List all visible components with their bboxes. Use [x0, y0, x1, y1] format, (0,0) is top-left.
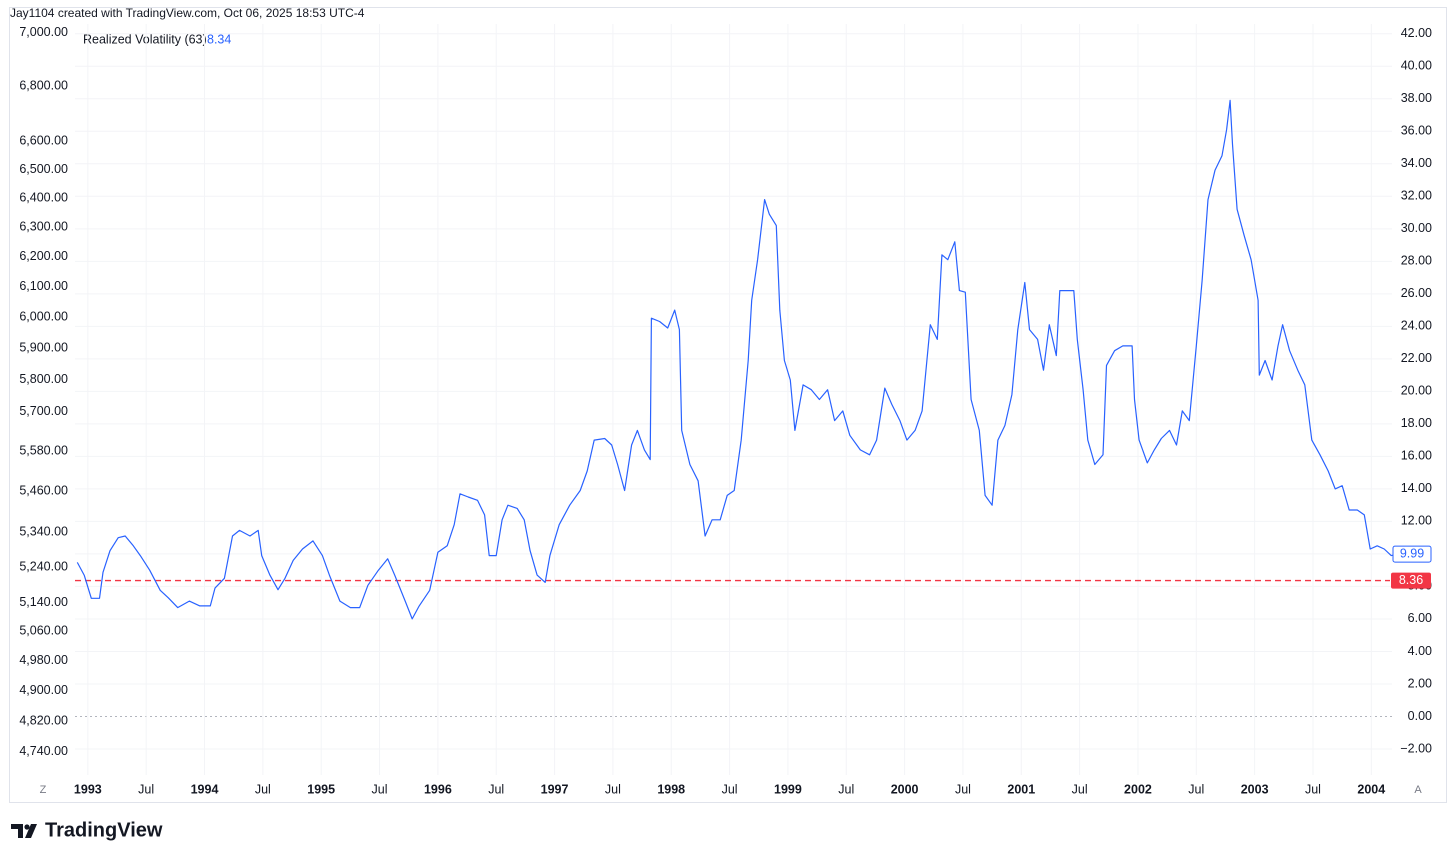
x-tick-label: 2003 — [1241, 782, 1269, 796]
y2-tick-label: 2.00 — [1408, 676, 1432, 690]
y-tick-label: 6,600.00 — [19, 134, 68, 148]
y-tick-label: 4,740.00 — [19, 744, 68, 758]
x-tick-label: Jul — [1305, 782, 1321, 796]
y2-tick-label: 24.00 — [1401, 319, 1432, 333]
x-tick-label: 2004 — [1357, 782, 1385, 796]
reference-badge — [1391, 572, 1431, 589]
y2-tick-label: 32.00 — [1401, 189, 1432, 203]
y-tick-label: 5,800.00 — [19, 372, 68, 386]
y2-tick-label: 4.00 — [1408, 644, 1432, 658]
y2-tick-label: 16.00 — [1401, 449, 1432, 463]
y-tick-label: 5,340.00 — [19, 524, 68, 538]
y2-tick-label: −2.00 — [1400, 741, 1432, 755]
x-tick-label: Jul — [138, 782, 154, 796]
y2-tick-label: 14.00 — [1401, 481, 1432, 495]
y2-tick-label: 30.00 — [1401, 221, 1432, 235]
reference-label: 8.36 — [1399, 573, 1423, 587]
x-tick-label: Jul — [722, 782, 738, 796]
series-line — [76, 99, 1430, 620]
last-value-badge — [1392, 545, 1432, 563]
y-tick-label: 5,240.00 — [19, 559, 68, 573]
y2-tick-label: 42.00 — [1401, 26, 1432, 40]
x-tick-label: 2001 — [1007, 782, 1035, 796]
y-tick-label: 6,800.00 — [19, 79, 68, 93]
y2-tick-label: 18.00 — [1401, 416, 1432, 430]
brand-logo — [11, 824, 37, 838]
x-tick-label: Jul — [1188, 782, 1204, 796]
y2-tick-label: 36.00 — [1401, 124, 1432, 138]
y-tick-label: 6,300.00 — [19, 220, 68, 234]
y-tick-label: 5,580.00 — [19, 443, 68, 457]
y-tick-label: 5,700.00 — [19, 404, 68, 418]
x-tick-label: 1999 — [774, 782, 802, 796]
y-tick-label: 4,900.00 — [19, 683, 68, 697]
x-tick-label: 2000 — [891, 782, 919, 796]
y2-tick-label: 12.00 — [1401, 514, 1432, 528]
x-tick-label: Jul — [488, 782, 504, 796]
y-tick-label: 5,060.00 — [19, 624, 68, 638]
y-tick-label: 5,460.00 — [19, 483, 68, 497]
x-tick-label: Jul — [372, 782, 388, 796]
scale-button[interactable]: A — [1414, 784, 1422, 796]
y-tick-label: 7,000.00 — [19, 25, 68, 39]
x-tick-label: 1993 — [74, 782, 102, 796]
y-tick-label: 4,980.00 — [19, 653, 68, 667]
x-tick-label: 1997 — [541, 782, 569, 796]
brand-name: TradingView — [45, 819, 163, 841]
header-credit: Jay1104 created with TradingView.com, Oc… — [10, 6, 365, 20]
y-tick-label: 6,200.00 — [19, 249, 68, 263]
y2-tick-label: 22.00 — [1401, 351, 1432, 365]
last-value-label: 9.99 — [1400, 546, 1424, 560]
y2-tick-label: 20.00 — [1401, 384, 1432, 398]
x-tick-label: Jul — [955, 782, 971, 796]
y2-tick-label: 34.00 — [1401, 156, 1432, 170]
x-tick-label: Jul — [838, 782, 854, 796]
y2-tick-label: 40.00 — [1401, 59, 1432, 73]
y-tick-label: 6,000.00 — [19, 310, 68, 324]
x-tick-label: 2002 — [1124, 782, 1152, 796]
x-tick-label: Jul — [1072, 782, 1088, 796]
y2-tick-label: 0.00 — [1408, 709, 1432, 723]
x-tick-label: 1996 — [424, 782, 452, 796]
legend-value: 8.34 — [207, 32, 231, 46]
y-tick-label: 4,820.00 — [19, 713, 68, 727]
chart-frame — [9, 7, 1447, 803]
x-tick-label: Jul — [255, 782, 271, 796]
y2-tick-label: 28.00 — [1401, 254, 1432, 268]
y2-tick-label: 38.00 — [1401, 91, 1432, 105]
scale-button[interactable]: Z — [40, 784, 47, 796]
x-tick-label: 1998 — [657, 782, 685, 796]
x-tick-label: Jul — [605, 782, 621, 796]
y2-tick-label: 6.00 — [1408, 611, 1432, 625]
y-tick-label: 6,400.00 — [19, 190, 68, 204]
grid — [75, 24, 1392, 775]
y-tick-label: 5,900.00 — [19, 340, 68, 354]
legend-name: Realized Volatility (63) — [83, 32, 207, 46]
y-tick-label: 6,100.00 — [19, 279, 68, 293]
x-tick-label: 1994 — [191, 782, 219, 796]
x-tick-label: 1995 — [307, 782, 335, 796]
y2-tick-label: 26.00 — [1401, 286, 1432, 300]
y-tick-label: 5,140.00 — [19, 595, 68, 609]
y-tick-label: 6,500.00 — [19, 162, 68, 176]
